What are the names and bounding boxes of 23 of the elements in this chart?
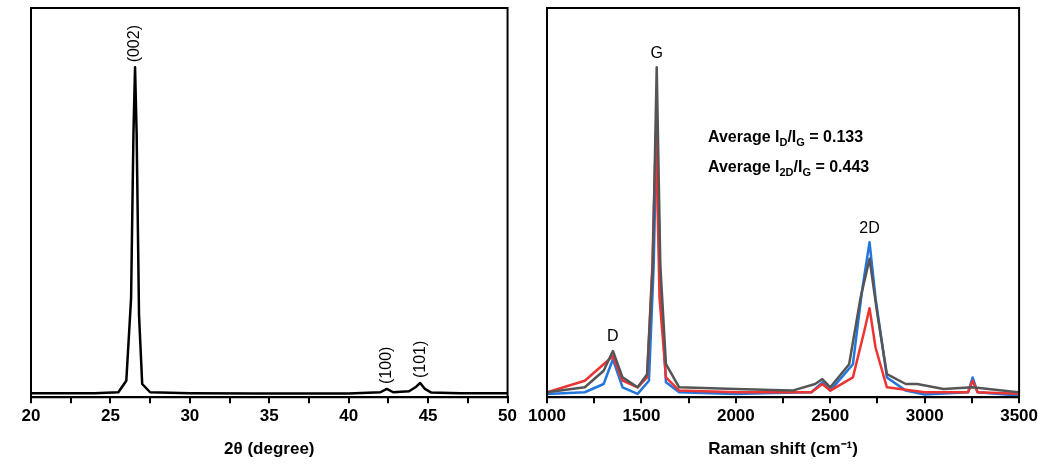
annotation: (100) (377, 346, 395, 384)
x-tick-label: 25 (100, 406, 120, 426)
annotation: 2D (859, 218, 880, 236)
x-tick-label: 3500 (1000, 406, 1038, 426)
annotation: (101) (410, 340, 428, 379)
annotation: G (650, 43, 663, 61)
x-tick-label: 2500 (811, 406, 850, 426)
annotation: D (607, 327, 619, 345)
x-tick-label: 1000 (528, 406, 566, 426)
x-tick-label: 30 (180, 406, 200, 426)
x-tick-label: 2000 (716, 406, 755, 426)
x-tick-label: 45 (418, 406, 438, 426)
x-axis-title: Raman shift (cm⁻¹) (708, 439, 858, 459)
annotation: Average I$_{D}$/I$_{G}$ = 0.133 (708, 128, 864, 149)
annotation: Average I$_{2D}$/I$_{G}$ = 0.443 (708, 158, 870, 179)
x-tick-label: 40 (339, 406, 359, 426)
x-tick-label: 50 (498, 406, 518, 426)
x-tick-label: 1500 (622, 406, 661, 426)
annotation: (002) (125, 25, 143, 63)
x-axis-title: 2θ (degree) (224, 439, 315, 459)
x-tick-label: 35 (259, 406, 279, 426)
x-tick-label: 20 (21, 406, 41, 426)
x-tick-label: 3000 (905, 406, 944, 426)
